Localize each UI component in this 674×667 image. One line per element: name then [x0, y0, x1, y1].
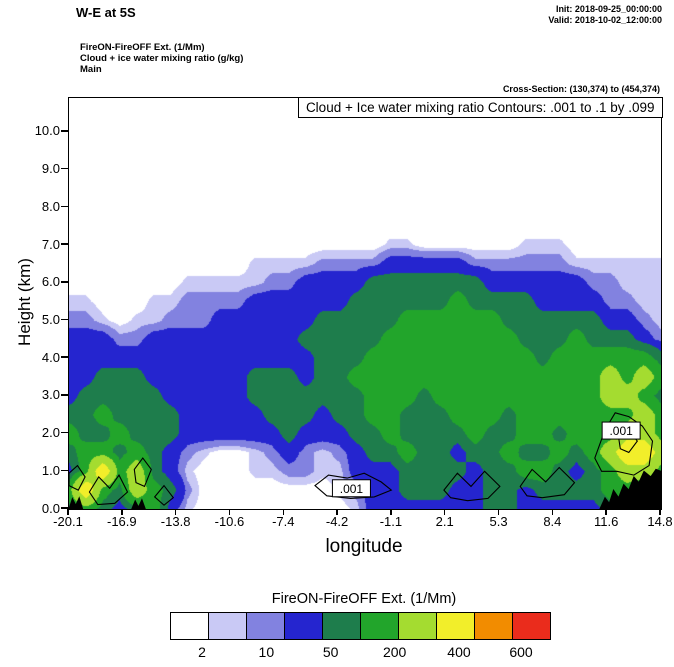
- cloud-mixing-ratio-contour: [443, 470, 501, 502]
- colorbar-cell: [208, 612, 247, 640]
- colorbar-tick-label: 2: [198, 644, 206, 660]
- y-tick-mark: [61, 469, 68, 472]
- contour-overlay: .001 .001: [69, 412, 661, 509]
- y-tick-label: 3.0: [41, 387, 60, 403]
- y-tick-mark: [61, 318, 68, 321]
- init-time: Init: 2018-09-25_00:00:00: [555, 4, 662, 14]
- terrain-silhouette: [69, 496, 84, 509]
- colorbar-cell: [284, 612, 323, 640]
- plot-area: .001 .001 Cloud + Ice water mixing ratio …: [68, 96, 663, 510]
- y-tick-mark: [61, 205, 68, 208]
- x-tick-label: 5.3: [489, 514, 508, 529]
- x-tick-label: -10.6: [214, 514, 245, 529]
- cross-section-label: Cross-Section: (130,374) to (454,374): [502, 84, 660, 94]
- field-description: FireON-FireOFF Ext. (1/Mm) Cloud + ice w…: [80, 42, 243, 75]
- x-tick-mark: [659, 509, 661, 515]
- colorbar: [170, 612, 560, 640]
- valid-time: Valid: 2018-10-02_12:00:00: [548, 15, 662, 25]
- x-tick-label: -20.1: [53, 514, 83, 529]
- y-tick-label: 0.0: [41, 500, 60, 516]
- y-tick-label: 6.0: [41, 274, 60, 290]
- terrain-silhouette: [131, 498, 146, 509]
- y-tick-label: 5.0: [41, 311, 60, 327]
- colorbar-cell: [322, 612, 361, 640]
- y-tick-mark: [61, 394, 68, 396]
- contour-label-box: [601, 421, 641, 440]
- cloud-mixing-ratio-contour: [69, 464, 86, 491]
- colorbar-tick-label: 600: [509, 644, 533, 660]
- cloud-mixing-ratio-contour: [519, 466, 576, 499]
- x-tick-label: 8.4: [543, 514, 562, 529]
- page-title: W-E at 5S: [76, 5, 136, 20]
- field-line-2: Cloud + ice water mixing ratio (g/kg): [80, 53, 244, 64]
- x-tick-label: -7.4: [272, 514, 295, 529]
- x-tick-mark: [174, 509, 177, 515]
- y-tick-mark: [61, 507, 68, 509]
- colorbar-cell: [360, 612, 399, 640]
- y-tick-label: 9.0: [41, 161, 60, 177]
- x-tick-label: 14.8: [647, 514, 673, 529]
- contour-info-box: Cloud + Ice water mixing ratio Contours:…: [297, 96, 663, 118]
- cloud-mixing-ratio-contour: [594, 412, 654, 476]
- y-tick-label: 2.0: [41, 425, 60, 441]
- colorbar-labels: 2 10 50 200 400 600: [170, 644, 560, 660]
- y-tick-mark: [61, 356, 68, 358]
- x-tick-mark: [336, 509, 338, 515]
- colorbar-cell: [436, 612, 475, 640]
- colorbar-cell: [246, 612, 285, 640]
- colorbar-tick-label: 10: [258, 644, 275, 660]
- y-tick-mark: [61, 130, 68, 132]
- x-tick-mark: [228, 509, 231, 515]
- x-tick-label: -1.1: [379, 514, 403, 529]
- x-tick-label: -13.8: [160, 514, 191, 529]
- x-tick-mark: [497, 509, 500, 515]
- x-tick-mark: [605, 509, 607, 515]
- y-tick-label: 10.0: [34, 123, 60, 139]
- y-tick-label: 7.0: [41, 236, 60, 252]
- x-tick-mark: [282, 509, 285, 515]
- cloud-mixing-ratio-contour: [133, 457, 152, 488]
- x-tick-label: -16.9: [106, 514, 137, 529]
- colorbar-tick-label: 50: [322, 644, 339, 660]
- x-tick-label: 11.6: [594, 514, 619, 529]
- colorbar-cell: [512, 612, 551, 640]
- x-tick-mark: [67, 509, 69, 515]
- colorbar-cell: [170, 612, 209, 640]
- colorbar-cell: [474, 612, 513, 640]
- y-tick-label: 8.0: [41, 198, 60, 214]
- x-tick-label: 2.1: [435, 514, 454, 529]
- colorbar-cell: [398, 612, 437, 640]
- y-tick-mark: [61, 243, 68, 245]
- contour-label: .001: [609, 424, 633, 438]
- colorbar-tick-label: 400: [447, 644, 471, 660]
- cloud-mixing-ratio-contour: [88, 474, 129, 506]
- terrain-silhouette: [599, 468, 661, 509]
- y-tick-label: 1.0: [41, 462, 60, 478]
- contour-label: .001: [340, 482, 364, 496]
- field-canvas: [69, 98, 661, 509]
- field-line-1: FireON-FireOFF Ext. (1/Mm): [80, 42, 205, 53]
- colorbar-tick-label: 200: [382, 644, 407, 660]
- x-tick-mark: [443, 509, 446, 515]
- y-tick-mark: [61, 431, 68, 434]
- colorbar-title: FireON-FireOFF Ext. (1/Mm): [271, 591, 457, 607]
- y-tick-label: 4.0: [41, 349, 60, 365]
- x-tick-label: -4.2: [325, 514, 349, 529]
- field-line-3: Main: [80, 64, 102, 75]
- x-tick-mark: [390, 509, 392, 515]
- cloud-mixing-ratio-contour: [153, 484, 175, 506]
- contour-label-box: [331, 479, 371, 498]
- run-times: Init: 2018-09-25_00:00:00 Valid: 2018-10…: [548, 4, 662, 26]
- y-tick-mark: [61, 281, 68, 283]
- x-tick-mark: [121, 509, 123, 515]
- x-axis-label: longitude: [325, 536, 403, 557]
- y-tick-mark: [61, 167, 68, 170]
- x-tick-mark: [551, 509, 554, 515]
